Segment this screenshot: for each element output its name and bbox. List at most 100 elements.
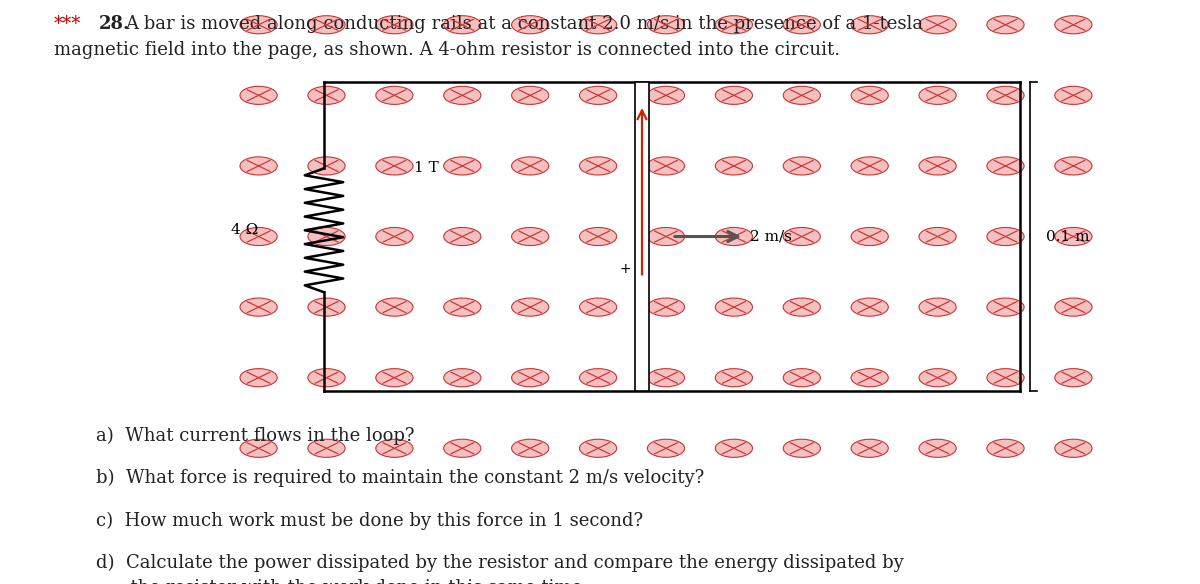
Text: 28.: 28. [98,15,130,33]
Circle shape [784,157,821,175]
Text: c)  How much work must be done by this force in 1 second?: c) How much work must be done by this fo… [96,512,643,530]
Circle shape [444,228,481,246]
Circle shape [580,298,617,316]
Text: d)  Calculate the power dissipated by the resistor and compare the energy dissip: d) Calculate the power dissipated by the… [96,554,904,584]
Circle shape [648,86,685,105]
Circle shape [580,16,617,34]
Circle shape [308,369,346,387]
Text: 4 Ω: 4 Ω [230,223,258,237]
Circle shape [784,16,821,34]
Circle shape [376,298,413,316]
Circle shape [580,157,617,175]
Circle shape [648,228,685,246]
Circle shape [715,439,752,457]
Circle shape [240,86,277,105]
Circle shape [715,16,752,34]
Circle shape [580,439,617,457]
Circle shape [1055,86,1092,105]
Circle shape [784,439,821,457]
Circle shape [308,86,346,105]
Circle shape [376,157,413,175]
Circle shape [851,369,888,387]
Circle shape [444,369,481,387]
Text: 1 T: 1 T [414,161,439,175]
Circle shape [1055,439,1092,457]
Circle shape [851,16,888,34]
Circle shape [308,16,346,34]
Circle shape [240,369,277,387]
Circle shape [784,298,821,316]
Circle shape [444,86,481,105]
Circle shape [511,298,548,316]
Circle shape [715,298,752,316]
Circle shape [851,298,888,316]
Circle shape [376,369,413,387]
Text: b)  What force is required to maintain the constant 2 m/s velocity?: b) What force is required to maintain th… [96,469,704,487]
Circle shape [376,86,413,105]
Circle shape [376,439,413,457]
Circle shape [784,86,821,105]
Circle shape [511,86,548,105]
Circle shape [580,228,617,246]
Circle shape [580,86,617,105]
Circle shape [444,298,481,316]
Circle shape [784,369,821,387]
Circle shape [648,298,685,316]
Text: 2 m/s: 2 m/s [750,230,792,244]
Circle shape [986,228,1024,246]
Circle shape [240,228,277,246]
Circle shape [376,228,413,246]
Circle shape [851,86,888,105]
Circle shape [511,228,548,246]
Text: magnetic field into the page, as shown. A 4-ohm resistor is connected into the c: magnetic field into the page, as shown. … [54,41,840,59]
Circle shape [986,86,1024,105]
Circle shape [308,439,346,457]
Circle shape [986,298,1024,316]
Circle shape [715,86,752,105]
Circle shape [240,16,277,34]
Text: a)  What current flows in the loop?: a) What current flows in the loop? [96,426,414,444]
Circle shape [919,369,956,387]
Circle shape [308,298,346,316]
Circle shape [240,157,277,175]
Circle shape [511,16,548,34]
Circle shape [1055,298,1092,316]
Circle shape [919,439,956,457]
Circle shape [986,369,1024,387]
Circle shape [1055,369,1092,387]
Bar [636,82,649,391]
Circle shape [308,157,346,175]
Circle shape [444,16,481,34]
Circle shape [511,439,548,457]
Circle shape [715,157,752,175]
Circle shape [986,439,1024,457]
Circle shape [784,228,821,246]
Circle shape [986,16,1024,34]
Circle shape [240,298,277,316]
Circle shape [580,369,617,387]
Circle shape [308,228,346,246]
Circle shape [919,157,956,175]
Circle shape [1055,228,1092,246]
Circle shape [851,157,888,175]
Circle shape [648,16,685,34]
Text: +: + [619,262,631,276]
Circle shape [986,157,1024,175]
Circle shape [1055,16,1092,34]
Circle shape [1055,157,1092,175]
Circle shape [919,298,956,316]
Circle shape [648,439,685,457]
Circle shape [851,439,888,457]
Circle shape [851,228,888,246]
Circle shape [715,369,752,387]
Circle shape [648,157,685,175]
Circle shape [444,439,481,457]
Circle shape [511,157,548,175]
Circle shape [240,439,277,457]
Text: ***: *** [54,15,82,33]
Text: A bar is moved along conducting rails at a constant 2.0 m/s in the presence of a: A bar is moved along conducting rails at… [125,15,923,33]
Circle shape [648,369,685,387]
Circle shape [511,369,548,387]
Circle shape [715,228,752,246]
Circle shape [919,86,956,105]
